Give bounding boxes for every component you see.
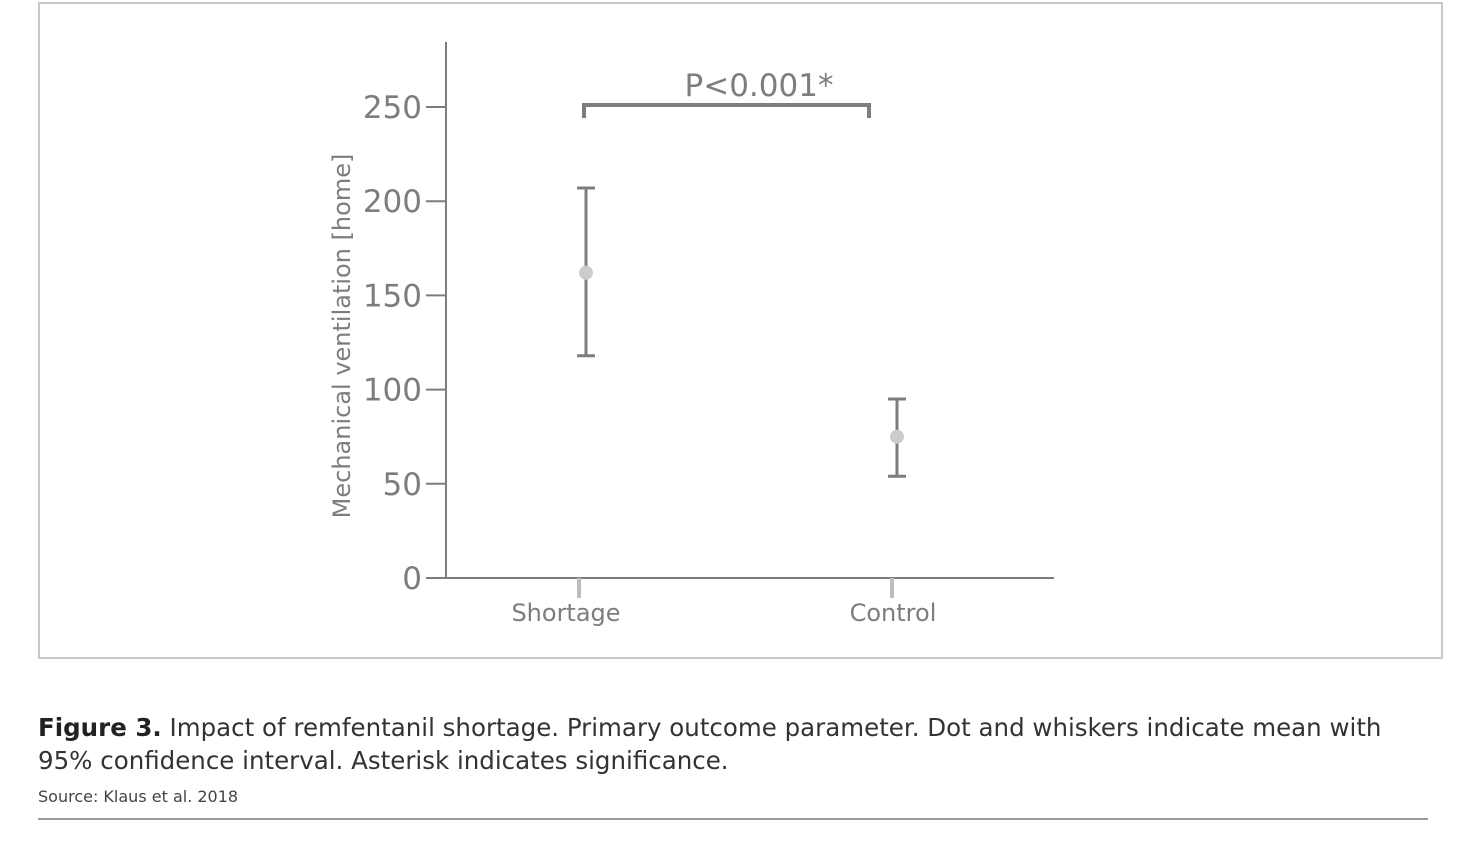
mean-dot-control [890,429,904,444]
figure-source: Source: Klaus et al. 2018 [38,787,239,806]
significance-annotation: P<0.001* [582,68,871,118]
figure-caption: Figure 3. Impact of remfentanil shortage… [38,711,1433,777]
x-tick-label-shortage: Shortage [511,599,620,627]
x-axis: Shortage Control [446,577,1054,627]
y-tick-label-100: 100 [363,373,422,409]
significance-label: P<0.001* [685,68,834,104]
chart-marks [577,186,906,478]
error-bar-chart: 0 50 100 150 200 250 Shortage Control P<0.001*… [328,42,1054,627]
x-tick-label-control: Control [850,599,937,627]
y-tick-label-250: 250 [363,90,422,126]
figure-frame [38,2,1443,659]
y-tick-label-150: 150 [363,278,422,314]
y-axis-label: Mechanical ventilation [home] [328,154,356,519]
mean-dot-shortage [579,265,593,280]
y-tick-label-50: 50 [383,467,422,503]
y-axis: 0 50 100 150 200 250 [363,42,447,597]
figure-label: Figure 3. [38,713,162,742]
bottom-divider [38,818,1428,820]
y-tick-label-0: 0 [402,561,422,597]
y-tick-label-200: 200 [363,184,422,220]
figure-caption-text: Impact of remfentanil shortage. Primary … [38,713,1382,775]
significance-bracket [582,103,871,118]
